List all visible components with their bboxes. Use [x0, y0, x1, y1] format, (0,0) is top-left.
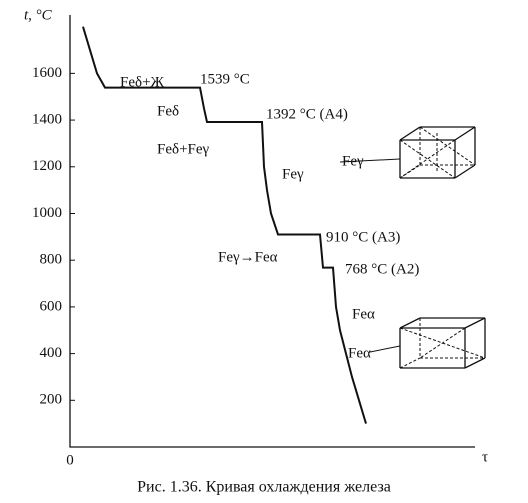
annotation: Feα [352, 306, 375, 322]
y-tick-label: 1400 [32, 112, 62, 128]
annotation: Feδ+Ж [120, 74, 165, 90]
fcc-cell [339, 126, 476, 179]
annotation: 910 °C (A3) [326, 229, 400, 245]
y-tick-label: 1600 [32, 65, 62, 81]
x-tick-label: 0 [66, 452, 74, 468]
cooling-curve [82, 26, 367, 424]
y-axis-label: t, °C [24, 7, 53, 23]
annotation: 768 °C (A2) [345, 261, 419, 277]
bcc-cell [369, 317, 486, 369]
annotation: Feγ→Feα [218, 249, 278, 265]
y-tick-label: 400 [40, 345, 63, 361]
annotation: Feα [348, 345, 371, 361]
y-tick-label: 800 [40, 252, 63, 268]
axes [69, 15, 475, 448]
annotation: Feδ [157, 103, 179, 119]
y-tick-label: 1200 [32, 158, 62, 174]
x-axis-label: τ [482, 449, 488, 465]
caption: Рис. 1.36. Кривая охлаждения железа [137, 479, 391, 496]
annotation: 1392 °C (A4) [266, 106, 348, 122]
y-tick-label: 600 [40, 298, 63, 314]
annotation: Feγ [282, 166, 304, 182]
y-tick-label: 200 [40, 392, 63, 408]
annotation: 1539 °C [200, 71, 250, 87]
y-tick-label: 1000 [32, 205, 62, 221]
annotation: Feγ [342, 153, 364, 169]
annotation: Feδ+Feγ [157, 141, 210, 157]
